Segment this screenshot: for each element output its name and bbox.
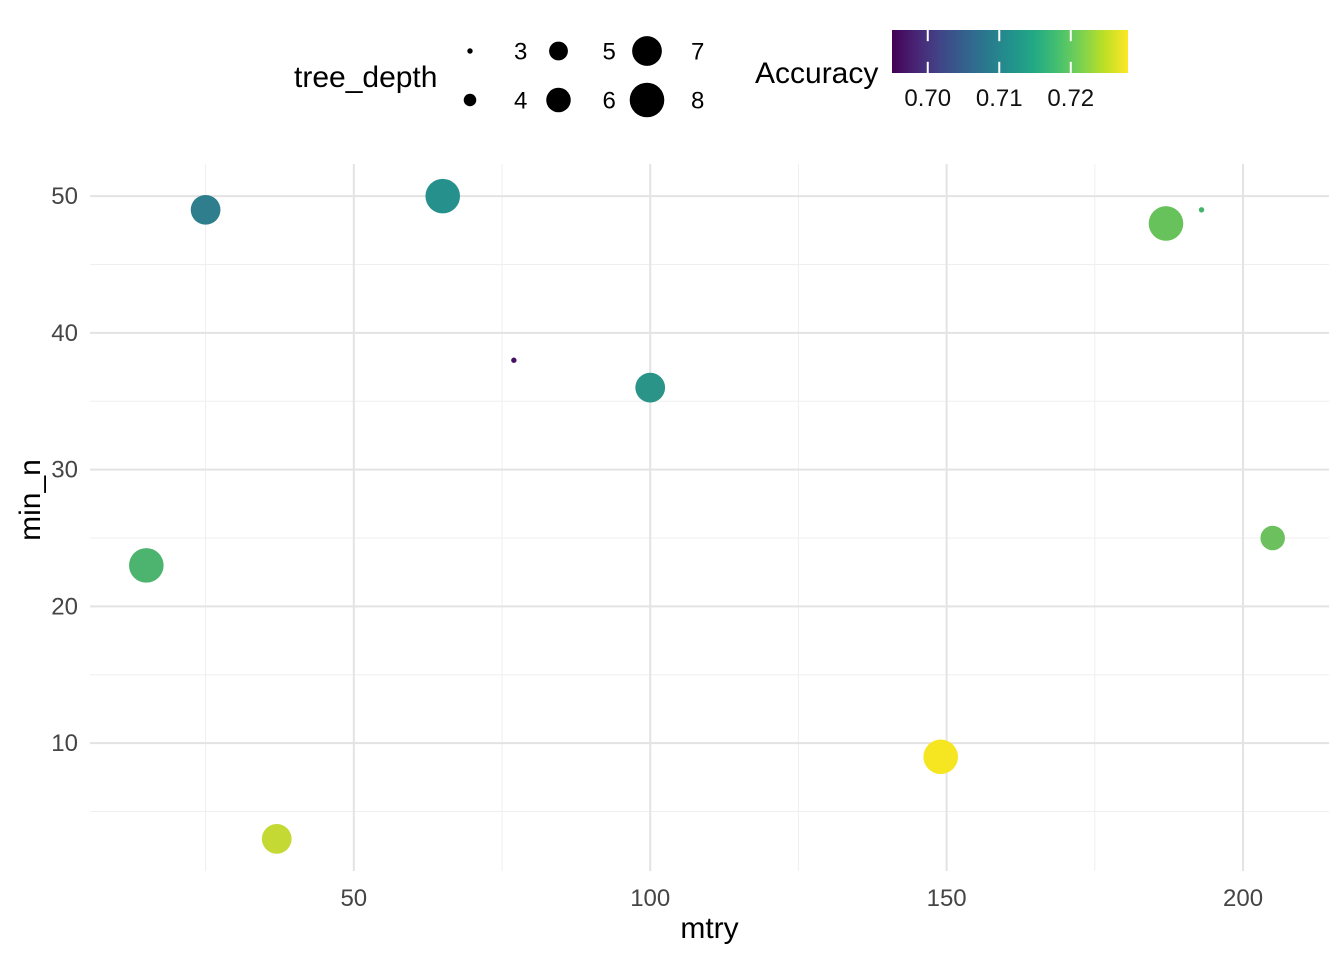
size-legend-dot	[632, 36, 662, 66]
data-point	[1198, 207, 1205, 213]
colorbar-tick-label: 0.72	[1047, 85, 1094, 112]
data-point	[511, 357, 517, 363]
colorbar-tick-label: 0.71	[976, 85, 1023, 112]
size-legend-title: tree_depth	[294, 61, 438, 94]
y-axis-title: min_n	[14, 459, 47, 541]
x-axis-tick-label: 150	[927, 885, 967, 912]
size-legend-value-label: 5	[603, 39, 616, 66]
y-axis-tick-label: 50	[51, 183, 78, 210]
colorbar-tick-label: 0.70	[904, 85, 951, 112]
size-legend-value-label: 3	[514, 39, 527, 66]
y-axis-tick-label: 10	[51, 730, 78, 757]
y-axis-tick-label: 40	[51, 320, 78, 347]
size-legend-value-label: 4	[514, 88, 527, 115]
x-axis-title: mtry	[680, 912, 739, 945]
data-point	[923, 739, 959, 775]
accuracy-colorbar	[892, 30, 1128, 73]
size-legend-dot	[549, 41, 568, 61]
data-point	[425, 178, 461, 214]
data-point	[635, 372, 666, 403]
y-axis-tick-label: 20	[51, 593, 78, 620]
data-point	[190, 194, 221, 225]
y-axis-tick-label: 30	[51, 457, 78, 484]
size-legend-dot	[463, 93, 477, 107]
size-legend-value-label: 8	[691, 88, 704, 115]
x-axis-tick-label: 100	[630, 885, 670, 912]
data-point	[261, 823, 292, 854]
x-axis-tick-label: 50	[340, 885, 367, 912]
size-legend-value-label: 7	[691, 39, 704, 66]
data-point	[1148, 206, 1184, 241]
color-legend-title: Accuracy	[755, 57, 879, 90]
data-point	[129, 548, 164, 583]
size-legend-dot	[467, 48, 473, 54]
x-axis-tick-label: 200	[1223, 885, 1263, 912]
data-point	[1260, 525, 1285, 551]
size-legend-dot	[546, 87, 571, 113]
size-legend-value-label: 6	[603, 88, 616, 115]
size-legend-dot	[629, 82, 665, 118]
